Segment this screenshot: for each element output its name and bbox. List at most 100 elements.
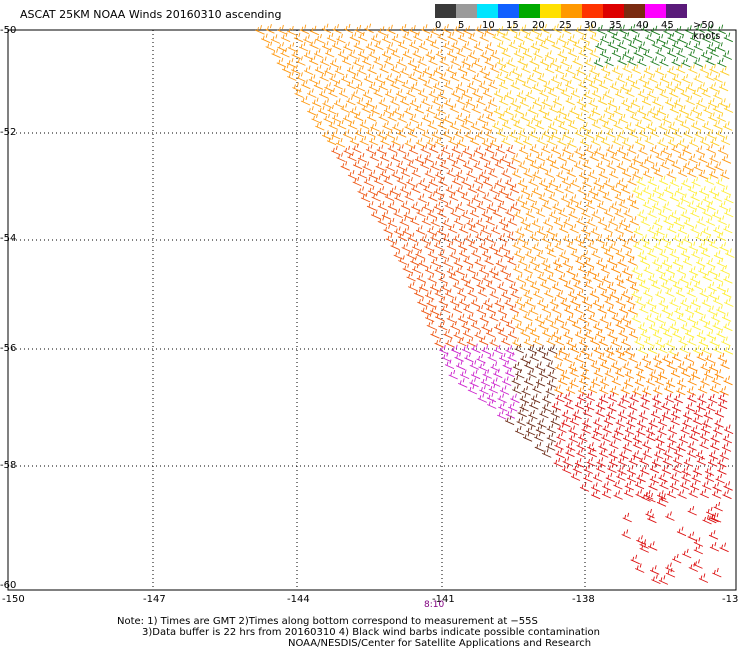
- wind-barb: [510, 80, 520, 90]
- wind-barb: [565, 79, 575, 90]
- wind-barb: [367, 112, 377, 122]
- wind-barb: [360, 192, 371, 203]
- wind-barb: [622, 63, 632, 73]
- wind-barb: [565, 447, 575, 458]
- wind-barb: [560, 369, 570, 380]
- wind-barb: [658, 298, 668, 308]
- wind-barb: [399, 23, 410, 34]
- wind-barb: [557, 423, 567, 433]
- wind-barb: [588, 79, 599, 90]
- wind-barb: [692, 465, 702, 476]
- wind-barb: [426, 104, 436, 115]
- wind-barb: [486, 112, 496, 122]
- wind-barb: [461, 56, 471, 67]
- wind-barb: [648, 541, 658, 551]
- wind-barb: [706, 143, 716, 154]
- wind-barb: [455, 82, 465, 92]
- wind-barb: [645, 32, 655, 43]
- wind-barb: [340, 161, 350, 171]
- wind-barb: [560, 321, 570, 332]
- wind-barb: [651, 231, 662, 242]
- wind-barb: [381, 210, 392, 220]
- wind-barb: [723, 345, 734, 355]
- wind-barb: [578, 337, 589, 347]
- wind-barb: [406, 249, 416, 260]
- wind-barb: [529, 159, 540, 170]
- wind-barb: [504, 71, 514, 82]
- wind-barb: [712, 320, 722, 331]
- wind-barb: [291, 49, 301, 60]
- wind-barb: [694, 129, 704, 139]
- wind-barb: [486, 303, 496, 314]
- wind-barb: [558, 207, 568, 218]
- wind-barb: [710, 136, 720, 147]
- wind-barb: [665, 264, 675, 275]
- wind-barb: [695, 111, 705, 122]
- wind-barb: [568, 119, 578, 130]
- wind-barb: [553, 457, 563, 468]
- wind-barb: [457, 313, 468, 324]
- wind-barb: [481, 209, 491, 219]
- wind-barb: [425, 49, 435, 60]
- wind-barb: [653, 217, 663, 228]
- wind-barb: [452, 303, 463, 314]
- wind-barb: [693, 559, 703, 569]
- wind-barb: [698, 265, 708, 276]
- wind-barb: [647, 176, 657, 187]
- wind-barb: [635, 563, 645, 573]
- wind-barb: [455, 201, 465, 212]
- wind-barb: [633, 240, 643, 251]
- wind-barb: [557, 152, 567, 162]
- wind-barb: [457, 137, 467, 148]
- wind-barb: [588, 312, 598, 323]
- wind-barb: [707, 457, 718, 467]
- wind-barb: [587, 240, 597, 251]
- wind-barb: [617, 351, 627, 362]
- wind-barb: [457, 287, 467, 298]
- wind-barb: [489, 289, 499, 299]
- wind-barb: [711, 209, 722, 220]
- wind-barb: [677, 167, 688, 178]
- wind-barb: [687, 441, 697, 451]
- wind-barb: [581, 424, 591, 434]
- wind-barb: [652, 185, 663, 195]
- wind-barb: [397, 39, 408, 50]
- wind-barb: [618, 199, 628, 209]
- wind-barb: [558, 345, 568, 356]
- wind-barb: [514, 425, 525, 436]
- wind-barb: [542, 327, 552, 338]
- wind-barb: [610, 81, 620, 91]
- wind-barb: [605, 345, 615, 355]
- wind-barb: [698, 337, 709, 347]
- wind-barb: [633, 226, 643, 236]
- wind-barb: [460, 191, 471, 202]
- wind-barb: [649, 369, 659, 380]
- wind-barb: [603, 247, 614, 258]
- wind-barb: [321, 41, 332, 51]
- wind-barb: [437, 208, 447, 218]
- wind-barb: [397, 113, 407, 123]
- wind-barb: [681, 73, 691, 84]
- wind-barb: [704, 472, 715, 483]
- wind-barb: [438, 249, 448, 259]
- wind-barb: [676, 48, 686, 58]
- wind-barb: [680, 209, 690, 220]
- wind-barb: [380, 168, 390, 179]
- wind-barb: [719, 542, 729, 553]
- wind-barb: [560, 193, 571, 204]
- wind-barb: [609, 385, 619, 396]
- wind-barb: [644, 135, 654, 146]
- wind-barb: [607, 25, 617, 36]
- wind-barb: [684, 304, 695, 315]
- wind-barb: [696, 351, 706, 362]
- wind-barb: [541, 351, 552, 362]
- wind-barb: [713, 120, 723, 130]
- wind-barb: [673, 280, 683, 290]
- wind-barb: [672, 257, 683, 267]
- wind-barb: [551, 304, 561, 314]
- wind-barb: [589, 335, 600, 346]
- wind-barb: [708, 362, 719, 372]
- wind-barb: [411, 241, 422, 252]
- wind-barb: [391, 169, 401, 180]
